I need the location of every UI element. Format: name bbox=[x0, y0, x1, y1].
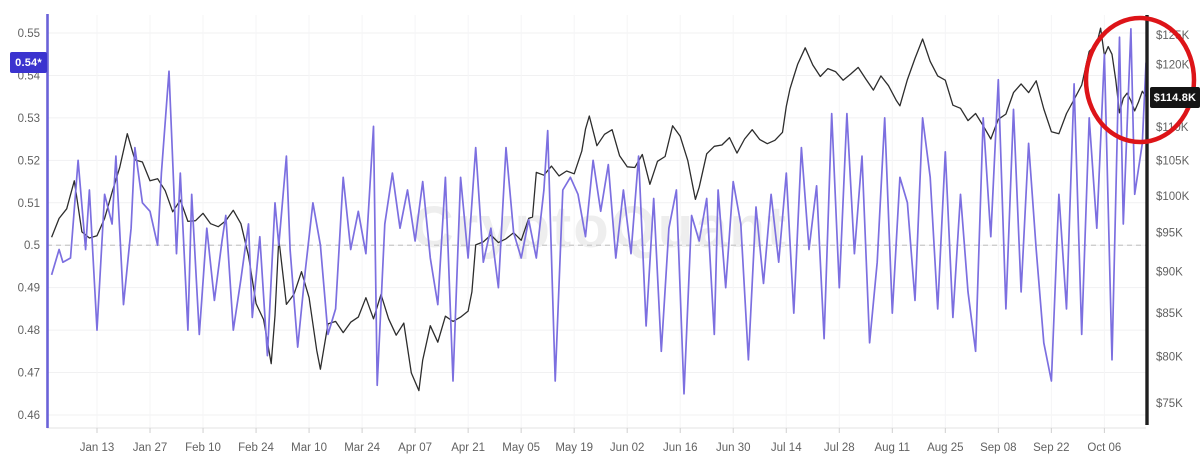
x-axis-tick-label: May 05 bbox=[502, 442, 540, 454]
right-axis-tick-label: $85K bbox=[1156, 308, 1183, 320]
x-axis-tick-label: Sep 08 bbox=[980, 442, 1016, 454]
highlight-circle-annotation bbox=[1083, 15, 1197, 145]
indicator-ratio-line bbox=[50, 27, 1147, 395]
x-axis-tick-label: Jan 13 bbox=[80, 442, 115, 454]
left-axis-tick-label: 0.48 bbox=[18, 325, 40, 337]
x-axis-tick-label: Feb 24 bbox=[238, 442, 274, 454]
left-axis-tick-label: 0.51 bbox=[18, 198, 40, 210]
btc-price-line bbox=[50, 27, 1147, 392]
x-axis-tick-label: Jun 02 bbox=[610, 442, 645, 454]
x-axis-tick-label: Apr 21 bbox=[451, 442, 485, 454]
x-axis-tick-label: Mar 10 bbox=[291, 442, 327, 454]
right-axis-tick-label: $90K bbox=[1156, 267, 1183, 279]
right-axis-tick-label: $80K bbox=[1156, 352, 1183, 364]
x-axis-tick-label: May 19 bbox=[555, 442, 593, 454]
left-axis-tick-label: 0.53 bbox=[18, 113, 40, 125]
x-axis-tick-label: Jan 27 bbox=[133, 442, 168, 454]
x-axis-tick-label: Aug 11 bbox=[874, 442, 910, 454]
x-axis-tick-label: Jul 28 bbox=[824, 442, 855, 454]
left-axis-tick-label: 0.55 bbox=[18, 28, 40, 40]
x-axis-tick-label: Jun 30 bbox=[716, 442, 751, 454]
x-axis-tick-label: Sep 22 bbox=[1033, 442, 1069, 454]
x-axis-tick-label: Feb 10 bbox=[185, 442, 221, 454]
left-axis-tick-label: 0.5 bbox=[24, 240, 40, 252]
left-axis-tick-label: 0.47 bbox=[18, 368, 40, 380]
left-axis-tick-label: 0.49 bbox=[18, 283, 40, 295]
x-axis-tick-label: Jun 16 bbox=[663, 442, 698, 454]
x-axis-tick-label: Apr 07 bbox=[398, 442, 432, 454]
right-axis-tick-label: $120K bbox=[1156, 59, 1190, 71]
x-axis-tick-label: Mar 24 bbox=[344, 442, 380, 454]
left-axis-tick-label: 0.52 bbox=[18, 155, 40, 167]
right-axis-current-value-badge: $114.8K bbox=[1150, 87, 1200, 108]
right-axis-tick-label: $95K bbox=[1156, 228, 1183, 240]
right-axis-tick-label: $105K bbox=[1156, 156, 1190, 168]
x-axis-tick-label: Jul 14 bbox=[771, 442, 802, 454]
left-axis-current-value-badge: 0.54* bbox=[10, 52, 47, 73]
right-axis-tick-label: $75K bbox=[1156, 398, 1183, 410]
right-axis-tick-label: $100K bbox=[1156, 191, 1190, 203]
left-axis-tick-label: 0.54 bbox=[18, 70, 41, 82]
x-axis-tick-label: Aug 25 bbox=[927, 442, 963, 454]
left-axis-tick-label: 0.46 bbox=[18, 410, 40, 422]
x-axis-tick-label: Oct 06 bbox=[1087, 442, 1121, 454]
